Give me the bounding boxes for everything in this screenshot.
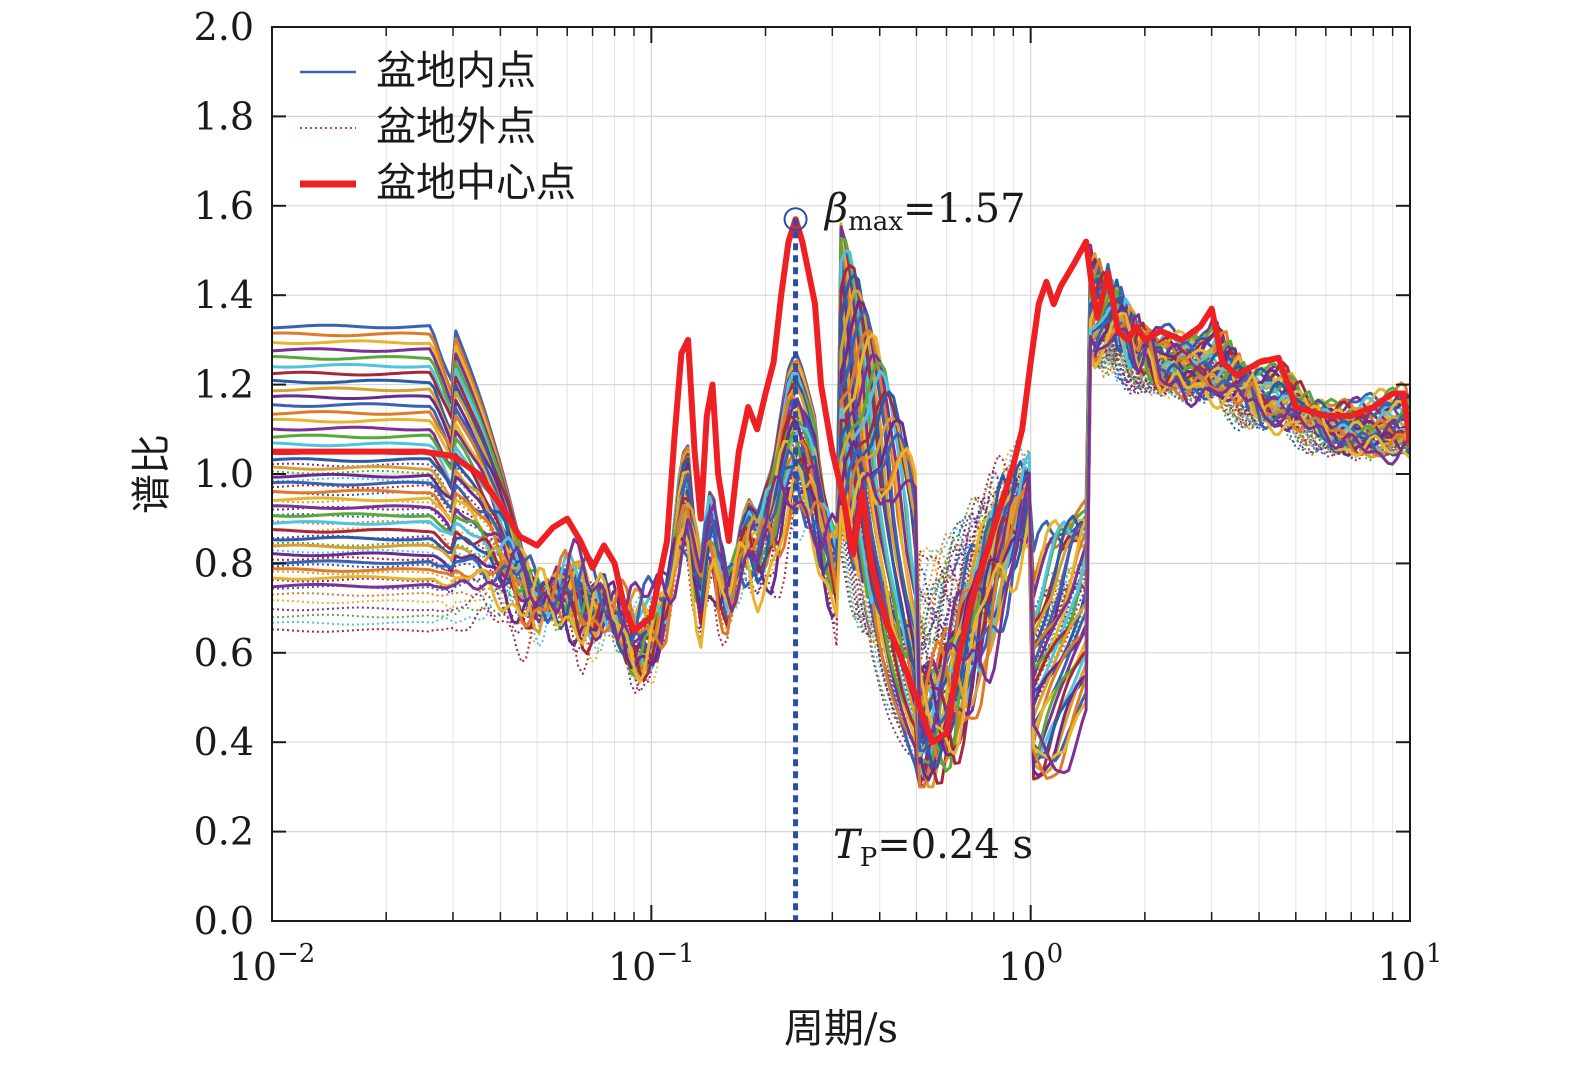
y-tick-label: 1.0 bbox=[194, 452, 254, 496]
y-tick-label: 0.8 bbox=[194, 541, 254, 585]
axis-ticks: 10−2 10−1 100 101 0.0 0.2 0.4 0.6 0.8 1.0 1.2 1.4 1.… bbox=[194, 5, 1443, 989]
y-tick-label: 0.4 bbox=[194, 720, 254, 764]
y-tick-label: 0.0 bbox=[194, 899, 254, 943]
legend-label: 盆地中心点 bbox=[376, 160, 576, 206]
y-tick-label: 0.6 bbox=[194, 631, 254, 675]
legend-label: 盆地内点 bbox=[376, 48, 536, 94]
x-tick-label: 100 bbox=[998, 939, 1063, 989]
peak-marker bbox=[783, 207, 808, 232]
inside-point-line bbox=[272, 304, 1410, 761]
series-lines bbox=[272, 216, 1410, 789]
y-tick-label: 1.2 bbox=[194, 363, 254, 407]
x-tick-label: 101 bbox=[1378, 939, 1443, 989]
x-tick-label: 10−1 bbox=[608, 939, 695, 989]
outside-point-line bbox=[272, 324, 1410, 705]
x-axis-title: 周期/s bbox=[784, 1006, 898, 1052]
y-tick-label: 0.2 bbox=[194, 810, 254, 854]
legend-label: 盆地外点 bbox=[376, 104, 536, 150]
annotations: βmax=1.57 TP=0.24 s bbox=[783, 186, 1033, 921]
outside-point-line bbox=[272, 314, 1410, 694]
outside-point-line bbox=[272, 337, 1410, 749]
inside-point-line bbox=[272, 287, 1410, 766]
center-point-line bbox=[272, 216, 1410, 746]
tp-label: TP=0.24 s bbox=[833, 822, 1033, 873]
y-tick-label: 2.0 bbox=[194, 5, 254, 49]
inside-point-line bbox=[272, 277, 1410, 782]
y-axis-title: 谱比 bbox=[129, 434, 175, 514]
y-tick-label: 1.4 bbox=[194, 273, 254, 317]
y-tick-label: 1.8 bbox=[194, 94, 254, 138]
inside-point-line bbox=[272, 312, 1410, 761]
x-tick-label: 10−2 bbox=[229, 939, 316, 989]
beta-max-label: βmax=1.57 bbox=[823, 186, 1026, 237]
y-tick-label: 1.6 bbox=[194, 184, 254, 228]
